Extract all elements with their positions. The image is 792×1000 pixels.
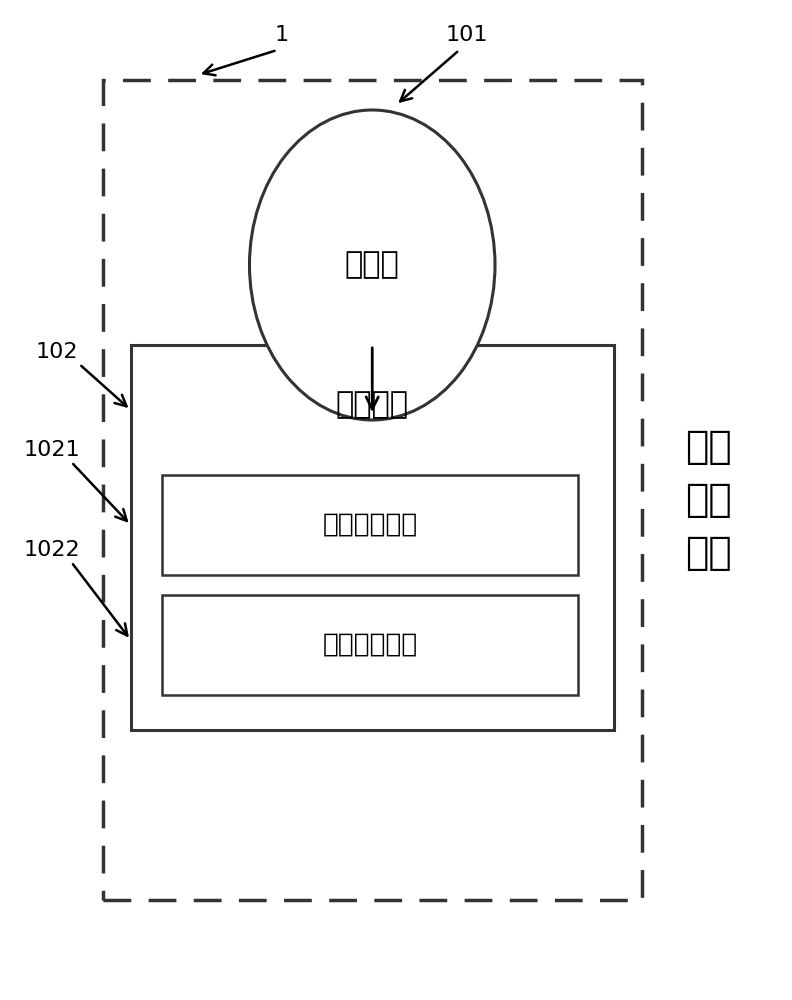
Text: 图像采集模块: 图像采集模块 [322, 512, 418, 538]
Text: 101: 101 [446, 25, 489, 45]
Text: 中央
处理
单元: 中央 处理 单元 [685, 428, 733, 572]
Text: 数据接收模块: 数据接收模块 [322, 632, 418, 658]
Text: 1022: 1022 [24, 540, 80, 560]
Bar [162, 595, 578, 695]
Text: 采集单元: 采集单元 [336, 390, 409, 420]
Bar [131, 345, 614, 730]
Text: 102: 102 [36, 342, 78, 362]
Bar [162, 475, 578, 575]
Text: 1: 1 [274, 25, 288, 45]
Circle shape [249, 110, 495, 420]
Text: 处理器: 处理器 [345, 250, 400, 279]
Text: 1021: 1021 [24, 440, 80, 460]
Bar [103, 80, 642, 900]
